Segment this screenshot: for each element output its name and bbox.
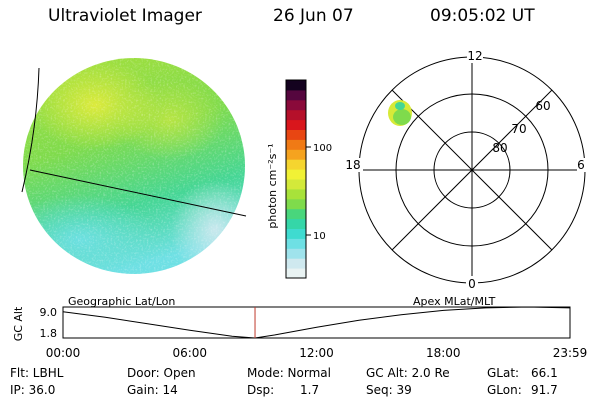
mlt-12-label: 12 [467,49,482,63]
colorbar-segment [286,208,306,220]
gc-alt-value: GC Alt: 2.0 Re [366,366,450,380]
mode-value: Mode: Normal [247,366,331,380]
timeline-x-tick-label: 12:00 [299,346,334,360]
colorbar-tick-label: 10 [313,231,326,242]
polar-auroral-spot [388,100,412,126]
colorbar-segment [286,198,306,210]
polar-plot [358,56,586,284]
colorbar-segment [286,188,306,200]
uv-image-disk [23,58,245,274]
colorbar-segment [286,109,306,121]
colorbar-segment [286,139,306,150]
timeline-x-tick-label: 06:00 [172,346,207,360]
timeline-frame [62,306,571,339]
colorbar-segment [286,89,306,101]
dsp-value: 1.7 [300,383,320,397]
timeline-x-tick-label: 00:00 [46,346,81,360]
mlt-18-label: 18 [345,158,360,172]
instrument-title: Ultraviolet Imager [48,6,202,26]
mlt-6-label: 6 [577,158,585,172]
mlat-70-label: 70 [511,122,526,136]
colorbar-tick-label: 100 [313,143,332,154]
mlt-0-label: 0 [468,277,476,291]
colorbar-segment [286,99,306,111]
glon-label: GLon: [487,383,522,397]
timeline-left-title: Geographic Lat/Lon [68,295,175,308]
timeline-plot [62,306,571,339]
colorbar [285,79,307,279]
timeline-y-tick-bottom: 1.8 [40,327,58,340]
dsp-label: Dsp: [247,383,275,397]
timeline-x-tick-label: 23:59 [553,346,588,360]
timeline-x-tick-label: 18:00 [426,346,461,360]
colorbar-segment [286,218,306,229]
colorbar-segment [286,258,306,269]
colorbar-segment [286,248,306,259]
gain-value: Gain: 14 [127,383,178,397]
door-status: Door: Open [127,366,196,380]
colorbar-segment [286,179,306,190]
colorbar-segment [286,149,306,160]
glat-value: 66.1 [531,366,558,380]
glat-label: GLat: [487,366,520,380]
glon-value: 91.7 [531,383,558,397]
timeline-x-ticks: 00:00 06:00 12:00 18:00 23:59 [46,346,588,360]
image-time: 09:05:02 UT [430,6,535,26]
colorbar-segment [286,238,306,249]
timeline-y-label: GC Alt [12,306,25,341]
limb-line [21,67,40,193]
colorbar-segment [286,268,306,279]
timeline-y-tick-top: 9.0 [40,306,58,319]
image-date: 26 Jun 07 [273,6,354,26]
colorbar-frame [285,79,307,279]
ip-value: IP: 36.0 [10,383,56,397]
colorbar-segment [286,228,306,239]
altitude-curve [62,306,571,339]
mlat-80-label: 80 [492,141,507,155]
seq-value: Seq: 39 [366,383,412,397]
colorbar-segment [286,159,306,170]
colorbar-ticks: 100 10 [306,143,332,242]
colorbar-unit-label: photon cm⁻²s⁻¹ [266,143,279,228]
colorbar-segment [286,80,306,91]
filter-value: Flt: LBHL [10,366,64,380]
terminator-line [29,169,247,217]
timeline-right-title: Apex MLat/MLT [413,295,496,308]
colorbar-segment [286,119,306,130]
colorbar-segment [286,169,306,180]
colorbar-segment [286,129,306,140]
mlat-60-label: 60 [535,99,550,113]
